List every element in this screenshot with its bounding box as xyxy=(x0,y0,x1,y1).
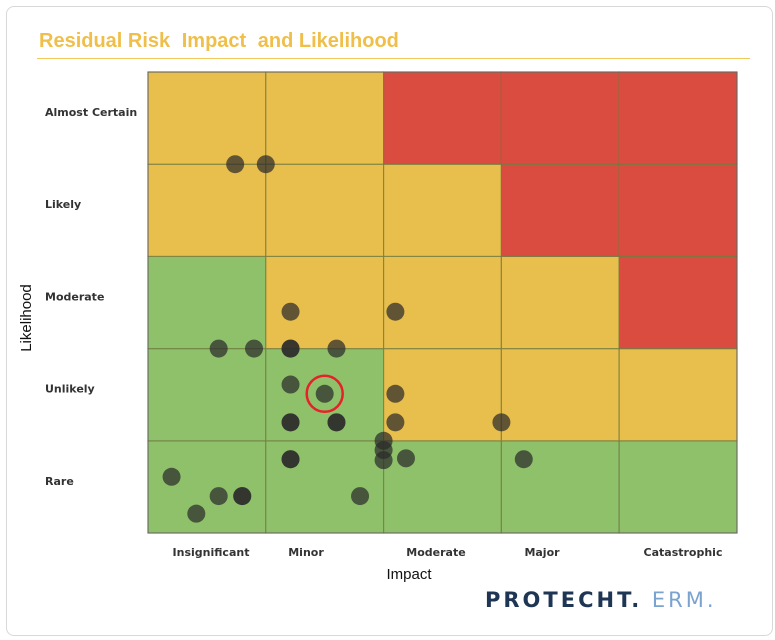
title-part: Residual Risk xyxy=(39,30,171,52)
heatmap-cell xyxy=(618,440,738,534)
heatmap-cell xyxy=(500,163,620,257)
heatmap-cell xyxy=(147,255,267,350)
x-axis-label: Impact xyxy=(386,566,432,583)
y-axis-label: Likelihood xyxy=(18,284,35,352)
heatmap-cell xyxy=(147,440,267,534)
risk-point[interactable] xyxy=(374,451,393,470)
heatmap-cell xyxy=(500,348,620,442)
heatmap-cell xyxy=(147,163,267,257)
risk-point[interactable] xyxy=(281,339,300,358)
heatmap-cell xyxy=(618,71,738,165)
heatmap-cell xyxy=(265,163,385,257)
x-tick-label: Minor xyxy=(288,546,324,559)
heatmap-cell xyxy=(383,163,503,257)
y-tick-label: Unlikely xyxy=(45,383,95,396)
risk-point[interactable] xyxy=(386,413,405,432)
heatmap-cell xyxy=(265,255,385,350)
chart-title: Residual Risk Impact and Likelihood xyxy=(39,30,405,53)
heatmap-cell xyxy=(383,71,503,165)
risk-point[interactable] xyxy=(281,375,300,394)
risk-point[interactable] xyxy=(396,449,415,468)
heatmap-cell xyxy=(265,71,385,165)
heatmap-cell xyxy=(618,348,738,442)
risk-point[interactable] xyxy=(327,339,346,358)
heatmap-cell xyxy=(500,255,620,350)
heatmap-cell xyxy=(147,348,267,442)
risk-point[interactable] xyxy=(281,413,300,432)
risk-point[interactable] xyxy=(162,467,181,486)
heatmap-cell xyxy=(383,255,503,350)
logo-secondary: ERM. xyxy=(651,588,717,612)
risk-point[interactable] xyxy=(256,155,275,174)
plot-border xyxy=(147,71,738,534)
x-tick-label: Moderate xyxy=(406,546,465,559)
title-divider xyxy=(37,58,750,59)
heatmap-cell xyxy=(618,255,738,350)
risk-point[interactable] xyxy=(233,487,252,506)
highlight-ring xyxy=(305,374,344,414)
risk-point[interactable] xyxy=(315,384,334,403)
risk-point[interactable] xyxy=(281,302,300,321)
risk-point[interactable] xyxy=(327,413,346,432)
x-tick-label: Major xyxy=(524,546,560,559)
risk-point[interactable] xyxy=(386,302,405,321)
y-tick-label: Almost Certain xyxy=(45,106,137,119)
protecht-logo: PROTECHT. ERM. xyxy=(485,588,717,612)
risk-point[interactable] xyxy=(209,487,228,506)
risk-point[interactable] xyxy=(351,487,370,506)
risk-point[interactable] xyxy=(514,450,533,469)
risk-point[interactable] xyxy=(209,339,228,358)
y-tick-label: Rare xyxy=(45,475,74,488)
risk-point[interactable] xyxy=(187,504,206,523)
risk-point[interactable] xyxy=(281,450,300,469)
x-tick-label: Insignificant xyxy=(173,546,250,559)
risk-point[interactable] xyxy=(245,339,264,358)
heatmap-cell xyxy=(618,163,738,257)
title-part: Impact xyxy=(181,30,247,52)
y-tick-label: Likely xyxy=(45,198,81,211)
risk-point[interactable] xyxy=(386,384,405,403)
risk-point[interactable] xyxy=(226,155,245,174)
heatmap-cell xyxy=(147,71,267,165)
risk-point[interactable] xyxy=(492,413,511,432)
logo-primary: PROTECHT. xyxy=(485,588,643,612)
heatmap-cell xyxy=(500,71,620,165)
x-tick-label: Catastrophic xyxy=(644,546,723,559)
title-part: and Likelihood xyxy=(257,30,399,52)
y-tick-label: Moderate xyxy=(45,290,104,303)
